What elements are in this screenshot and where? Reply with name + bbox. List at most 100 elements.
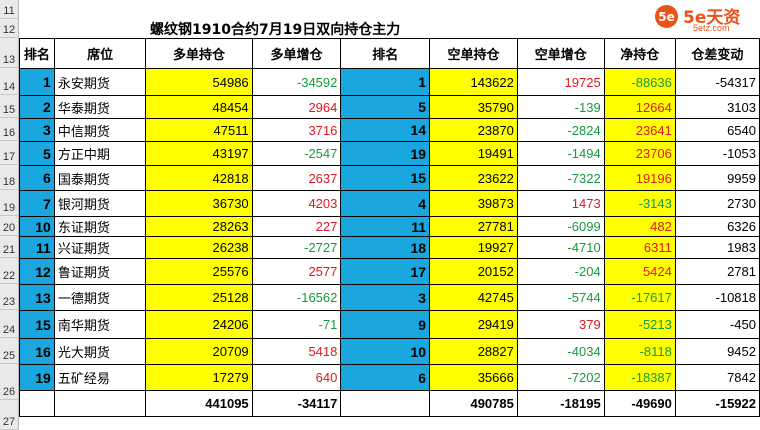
- rank-long-cell[interactable]: 1: [19, 68, 55, 96]
- row-number[interactable]: 21: [0, 236, 19, 258]
- seat-name-cell[interactable]: 五矿经易: [53, 364, 147, 391]
- seat-name-cell[interactable]: 南华期货: [53, 310, 147, 339]
- long-cell[interactable]: 28263: [145, 216, 253, 237]
- total-short-change[interactable]: -18195: [516, 390, 605, 417]
- long-cell[interactable]: 25128: [145, 284, 253, 311]
- net-cell[interactable]: 19196: [603, 165, 676, 191]
- header-rank-long[interactable]: 排名: [19, 38, 55, 69]
- seat-name-cell[interactable]: 中信期货: [53, 118, 147, 142]
- rank-long-cell[interactable]: 5: [19, 141, 55, 166]
- total-long[interactable]: 441095: [145, 390, 253, 417]
- long-cell[interactable]: 43197: [145, 141, 253, 166]
- net-cell[interactable]: -8118: [603, 338, 676, 365]
- total-diff[interactable]: -15922: [674, 390, 760, 417]
- diff-cell[interactable]: -450: [674, 310, 760, 339]
- long-change-cell[interactable]: 4203: [251, 190, 342, 217]
- long-change-cell[interactable]: -71: [251, 310, 342, 339]
- net-cell[interactable]: 5424: [603, 258, 676, 285]
- long-change-cell[interactable]: 640: [251, 364, 342, 391]
- rank-long-cell[interactable]: 10: [19, 216, 55, 237]
- rank-short-cell[interactable]: 17: [340, 258, 431, 285]
- row-number[interactable]: 17: [0, 141, 19, 165]
- short-change-cell[interactable]: -4034: [516, 338, 605, 365]
- net-cell[interactable]: 6311: [603, 236, 676, 259]
- rank-short-cell[interactable]: 4: [340, 190, 431, 217]
- header-short[interactable]: 空单持仓: [429, 38, 518, 69]
- rank-short-cell[interactable]: 18: [340, 236, 431, 259]
- net-cell[interactable]: 23641: [603, 118, 676, 142]
- seat-name-cell[interactable]: 鲁证期货: [53, 258, 147, 285]
- rank-long-cell[interactable]: 15: [19, 310, 55, 339]
- long-cell[interactable]: 25576: [145, 258, 253, 285]
- short-cell[interactable]: 19927: [429, 236, 518, 259]
- diff-cell[interactable]: 2730: [674, 190, 760, 217]
- long-cell[interactable]: 48454: [145, 95, 253, 119]
- header-seat[interactable]: 席位: [53, 38, 147, 69]
- seat-name-cell[interactable]: 兴证期货: [53, 236, 147, 259]
- seat-name-cell[interactable]: 光大期货: [53, 338, 147, 365]
- rank-long-cell[interactable]: 6: [19, 165, 55, 191]
- seat-name-cell[interactable]: 银河期货: [53, 190, 147, 217]
- short-change-cell[interactable]: 379: [516, 310, 605, 339]
- seat-name-cell[interactable]: 永安期货: [53, 68, 147, 96]
- short-cell[interactable]: 29419: [429, 310, 518, 339]
- diff-cell[interactable]: 3103: [674, 95, 760, 119]
- rank-short-cell[interactable]: 5: [340, 95, 431, 119]
- row-number[interactable]: 12: [0, 19, 19, 38]
- long-change-cell[interactable]: 2637: [251, 165, 342, 191]
- rank-short-cell[interactable]: 10: [340, 338, 431, 365]
- short-cell[interactable]: 39873: [429, 190, 518, 217]
- short-cell[interactable]: 19491: [429, 141, 518, 166]
- header-long[interactable]: 多单持仓: [145, 38, 253, 69]
- row-number[interactable]: 27: [0, 400, 19, 430]
- row-number[interactable]: 26: [0, 364, 19, 400]
- rank-long-cell[interactable]: 12: [19, 258, 55, 285]
- total-short[interactable]: 490785: [429, 390, 518, 417]
- header-net[interactable]: 净持仓: [603, 38, 676, 69]
- row-number[interactable]: 18: [0, 165, 19, 190]
- net-cell[interactable]: -17617: [603, 284, 676, 311]
- row-number[interactable]: 25: [0, 338, 19, 364]
- long-cell[interactable]: 47511: [145, 118, 253, 142]
- diff-cell[interactable]: 2781: [674, 258, 760, 285]
- seat-name-cell[interactable]: 国泰期货: [53, 165, 147, 191]
- long-change-cell[interactable]: -2727: [251, 236, 342, 259]
- header-rank-short[interactable]: 排名: [340, 38, 431, 69]
- short-change-cell[interactable]: -5744: [516, 284, 605, 311]
- rank-short-cell[interactable]: 6: [340, 364, 431, 391]
- row-number[interactable]: 24: [0, 310, 19, 338]
- rank-long-cell[interactable]: 16: [19, 338, 55, 365]
- long-cell[interactable]: 17279: [145, 364, 253, 391]
- total-long-change[interactable]: -34117: [251, 390, 342, 417]
- short-cell[interactable]: 143622: [429, 68, 518, 96]
- diff-cell[interactable]: -54317: [674, 68, 760, 96]
- row-number[interactable]: 22: [0, 258, 19, 284]
- header-short-change[interactable]: 空单增仓: [516, 38, 605, 69]
- diff-cell[interactable]: -1053: [674, 141, 760, 166]
- net-cell[interactable]: -3143: [603, 190, 676, 217]
- rank-long-cell[interactable]: 13: [19, 284, 55, 311]
- total-blank[interactable]: [19, 390, 55, 417]
- seat-name-cell[interactable]: 东证期货: [53, 216, 147, 237]
- rank-long-cell[interactable]: 19: [19, 364, 55, 391]
- net-cell[interactable]: -88636: [603, 68, 676, 96]
- rank-short-cell[interactable]: 9: [340, 310, 431, 339]
- row-number[interactable]: 20: [0, 216, 19, 236]
- net-cell[interactable]: 12664: [603, 95, 676, 119]
- short-change-cell[interactable]: -4710: [516, 236, 605, 259]
- rank-short-cell[interactable]: 14: [340, 118, 431, 142]
- rank-short-cell[interactable]: 11: [340, 216, 431, 237]
- net-cell[interactable]: 23706: [603, 141, 676, 166]
- net-cell[interactable]: -18387: [603, 364, 676, 391]
- long-cell[interactable]: 20709: [145, 338, 253, 365]
- long-change-cell[interactable]: -16562: [251, 284, 342, 311]
- rank-short-cell[interactable]: 19: [340, 141, 431, 166]
- long-cell[interactable]: 36730: [145, 190, 253, 217]
- short-change-cell[interactable]: -204: [516, 258, 605, 285]
- net-cell[interactable]: -5213: [603, 310, 676, 339]
- long-change-cell[interactable]: 3716: [251, 118, 342, 142]
- row-number[interactable]: 15: [0, 95, 19, 118]
- row-number[interactable]: 14: [0, 68, 19, 95]
- long-change-cell[interactable]: 2964: [251, 95, 342, 119]
- diff-cell[interactable]: -10818: [674, 284, 760, 311]
